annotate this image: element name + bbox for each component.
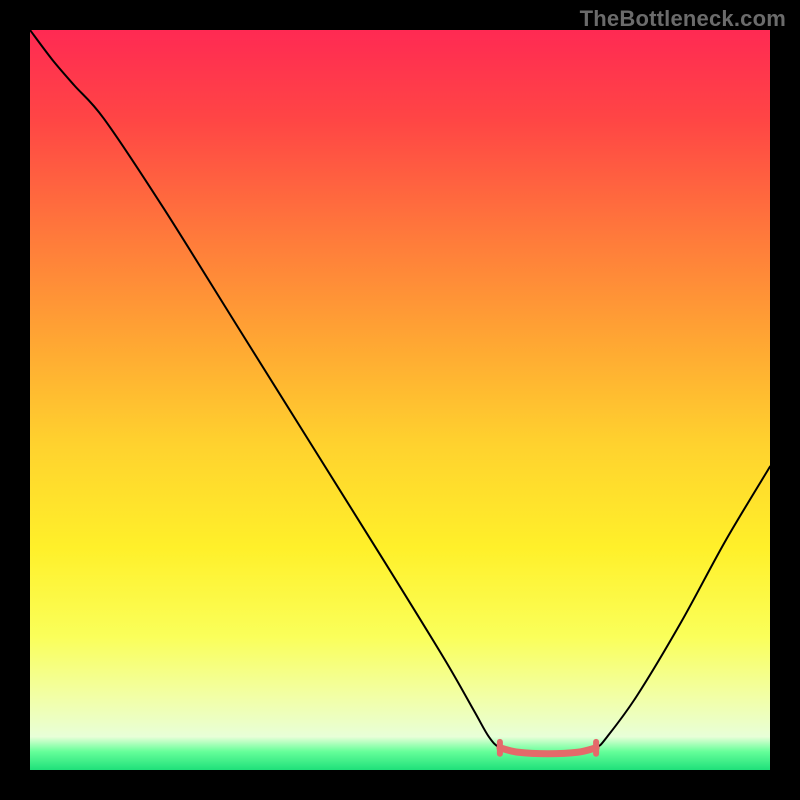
- bottleneck-chart: [30, 30, 770, 770]
- attribution-text: TheBottleneck.com: [580, 6, 786, 32]
- chart-container: [30, 30, 770, 770]
